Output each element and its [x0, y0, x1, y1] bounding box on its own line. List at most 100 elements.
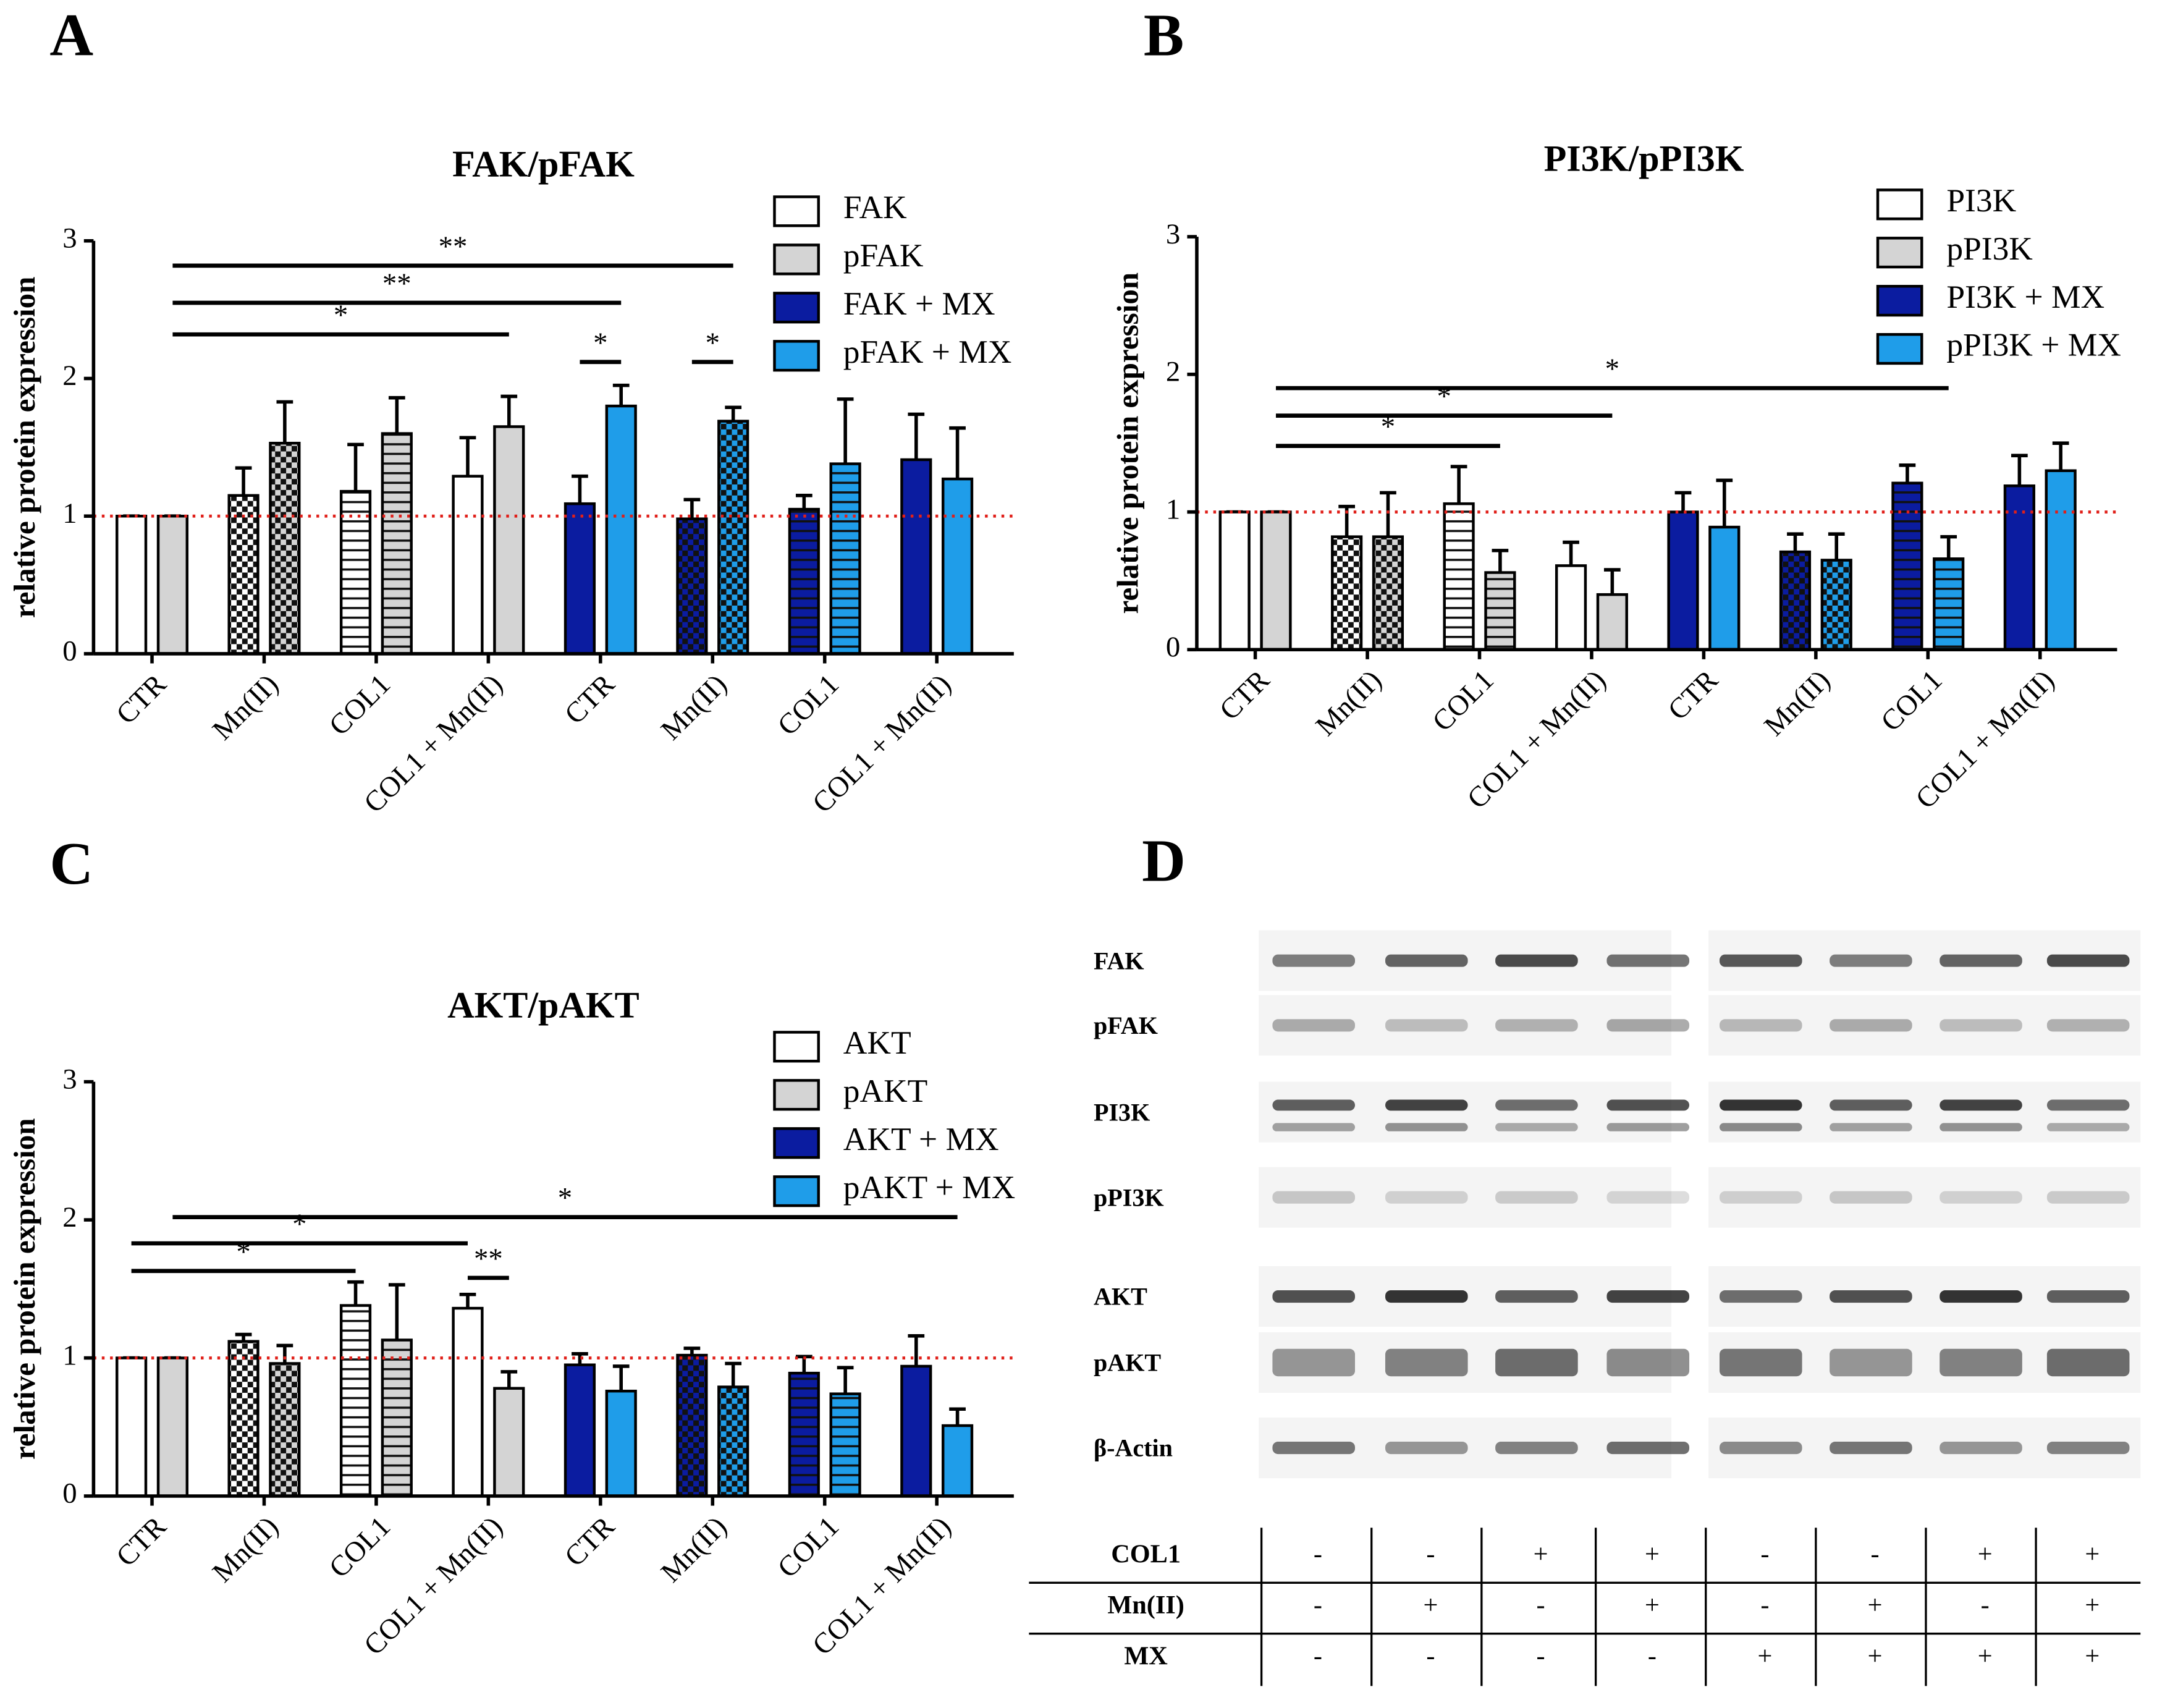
significance-label: ** — [439, 230, 468, 263]
bar — [717, 420, 749, 656]
band — [1830, 1123, 1912, 1131]
legend-swatch — [1876, 332, 1923, 365]
bar — [381, 432, 413, 656]
band — [1272, 1290, 1356, 1303]
panel-label: C — [49, 831, 93, 897]
band — [1830, 1348, 1912, 1377]
band — [1495, 1442, 1578, 1455]
bar — [564, 502, 596, 656]
blot-strip — [1259, 1081, 1672, 1143]
table-cell: - — [1314, 1642, 1322, 1671]
x-tick-label: Mn(II) — [655, 1510, 733, 1589]
y-tick-label: 3 — [62, 1063, 77, 1095]
table-cell: + — [1424, 1591, 1438, 1620]
bar — [941, 1424, 974, 1498]
significance-label: * — [1605, 353, 1619, 385]
bar — [116, 514, 148, 656]
bar — [493, 425, 525, 656]
table-cell: - — [1314, 1540, 1322, 1569]
row-label: Mn(II) — [1107, 1591, 1184, 1620]
bar — [1891, 481, 1923, 651]
table-cell: - — [1760, 1591, 1769, 1620]
band — [1940, 1290, 2022, 1303]
band — [1940, 954, 2022, 967]
band — [1720, 1442, 1802, 1455]
table-cell: + — [1978, 1540, 1993, 1569]
y-tick-label: 3 — [1166, 218, 1180, 250]
bar — [1443, 502, 1475, 651]
bar — [829, 1392, 861, 1498]
x-tick-label: CTR — [1662, 664, 1725, 727]
band — [1495, 954, 1578, 967]
table-cell: - — [1537, 1642, 1545, 1671]
band-label: AKT — [1094, 1283, 1147, 1311]
bar — [2045, 469, 2077, 651]
legend-swatch — [773, 1079, 820, 1111]
table-cell: + — [2085, 1540, 2100, 1569]
band — [1272, 1348, 1356, 1377]
band — [1385, 954, 1468, 967]
bar — [1484, 571, 1516, 651]
bar — [829, 462, 861, 656]
band — [1385, 1348, 1468, 1377]
bar — [605, 1389, 637, 1498]
y-tick-label: 3 — [62, 222, 77, 254]
significance-label: * — [1437, 381, 1451, 413]
band — [1385, 1123, 1468, 1131]
band — [1385, 1290, 1468, 1303]
band — [2046, 954, 2130, 967]
table-cell: - — [1981, 1591, 1990, 1620]
legend-swatch — [773, 340, 820, 372]
legend-label: pPI3K — [1946, 230, 2033, 267]
band — [1606, 1019, 1690, 1032]
band — [1272, 1019, 1356, 1032]
legend-label: pAKT — [843, 1072, 928, 1109]
band — [2046, 1290, 2130, 1303]
band — [1606, 1191, 1690, 1204]
band — [1606, 1099, 1690, 1111]
x-tick-label: Mn(II) — [206, 668, 285, 746]
legend-label: AKT + MX — [843, 1120, 999, 1157]
row-label: COL1 — [1111, 1540, 1181, 1569]
band — [1272, 1191, 1356, 1204]
x-tick-label: COL1 — [323, 668, 397, 742]
band-label: FAK — [1094, 947, 1144, 974]
y-tick-label: 2 — [62, 1201, 77, 1233]
band — [2046, 1099, 2130, 1111]
band — [1830, 1099, 1912, 1111]
table-cell: - — [1871, 1540, 1880, 1569]
band — [1606, 1123, 1690, 1131]
blot-strip — [1708, 1081, 2141, 1143]
band-label: pAKT — [1094, 1349, 1161, 1377]
band — [2046, 1123, 2130, 1131]
band — [1385, 1099, 1468, 1111]
blot-strip — [1708, 1167, 2141, 1228]
band-label: β-Actin — [1094, 1434, 1173, 1462]
significance-label: * — [1381, 411, 1395, 443]
legend-label: FAK + MX — [843, 285, 995, 322]
significance-label: ** — [474, 1243, 503, 1275]
band — [1272, 954, 1356, 967]
significance-label: * — [593, 327, 607, 359]
bar — [1708, 525, 1741, 651]
y-tick-label: 0 — [62, 1478, 77, 1510]
band — [1272, 1123, 1356, 1131]
significance-label: * — [558, 1182, 572, 1214]
blot-strip — [1259, 1167, 1672, 1228]
x-tick-label: COL1 — [1426, 664, 1500, 737]
band — [1720, 1123, 1802, 1131]
band — [1830, 1442, 1912, 1455]
table-cell: + — [1534, 1540, 1548, 1569]
band — [1940, 1019, 2022, 1032]
table-cell: + — [1868, 1591, 1883, 1620]
bar — [900, 458, 932, 656]
x-tick-label: CTR — [110, 667, 173, 730]
significance-label: * — [706, 327, 720, 359]
x-tick-label: Mn(II) — [1310, 664, 1388, 742]
bar — [1555, 564, 1587, 651]
table-cell: + — [1645, 1540, 1660, 1569]
legend-swatch — [773, 1127, 820, 1159]
legend-swatch — [773, 243, 820, 276]
